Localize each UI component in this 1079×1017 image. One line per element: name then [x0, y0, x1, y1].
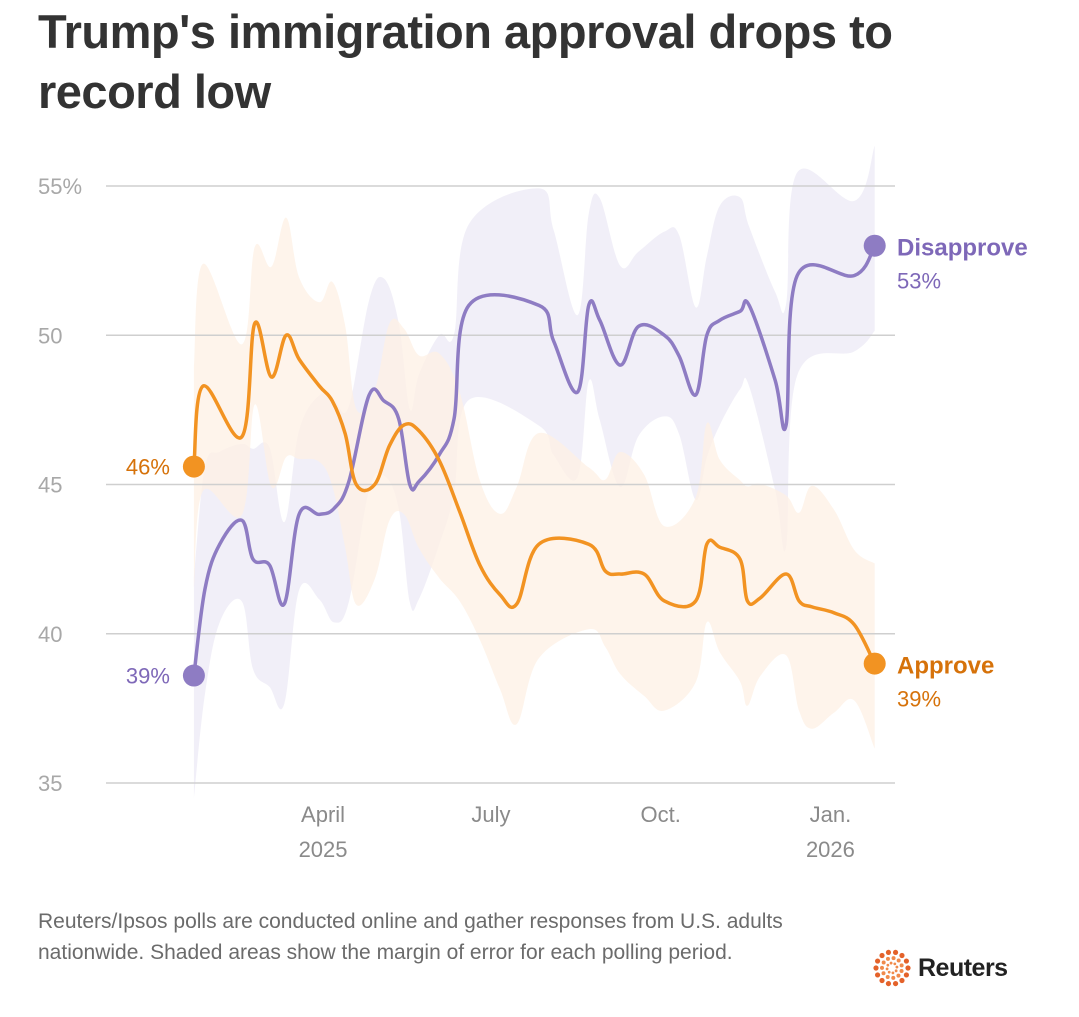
logo-dot — [893, 962, 897, 966]
disapprove-start-point — [182, 664, 205, 687]
logo-dot — [881, 971, 886, 976]
logo-dot — [891, 975, 896, 980]
logo-dot — [885, 967, 889, 971]
logo-dot — [885, 956, 890, 961]
logo-dot — [905, 965, 911, 971]
logo-dot — [873, 965, 879, 971]
y-tick-label: 50 — [38, 323, 62, 348]
series-labels: 39% Disapprove 53% 46% Approve 39% — [126, 235, 1028, 712]
logo-text: Reuters — [918, 953, 1008, 982]
logo-dot — [885, 980, 892, 987]
reuters-dots-icon — [873, 949, 911, 987]
logo-dot — [879, 977, 885, 984]
approve-line — [192, 320, 877, 665]
x-axis-ticks: April 2025 July Oct. Jan. 2026 — [299, 802, 855, 862]
reuters-logo: Reuters — [872, 948, 1008, 988]
logo-dot — [894, 969, 898, 973]
disapprove-margin-band — [193, 145, 875, 798]
logo-dot — [887, 970, 891, 974]
approve-series-name: Approve — [897, 653, 994, 680]
logo-dot — [879, 952, 885, 959]
logo-dot — [895, 965, 899, 969]
logo-dot — [880, 965, 885, 970]
disapprove-line — [192, 244, 877, 676]
logo-dot — [886, 963, 890, 967]
y-tick-label: 55% — [38, 174, 82, 199]
disapprove-series-name: Disapprove — [897, 235, 1028, 262]
x-tick-label: Jan. — [810, 802, 852, 827]
y-tick-label: 35 — [38, 771, 62, 796]
logo-dot — [885, 975, 890, 980]
logo-dot — [891, 956, 896, 961]
logo-dot — [874, 972, 881, 978]
disapprove-end-point — [863, 234, 886, 257]
logo-dot — [891, 971, 895, 975]
approve-start-label: 46% — [126, 455, 170, 480]
y-tick-label: 45 — [38, 473, 62, 498]
x-tick-label: July — [471, 802, 510, 827]
y-axis-ticks: 55% 50 45 40 35 — [38, 174, 82, 796]
approve-end-point — [863, 652, 886, 675]
logo-dot — [892, 980, 899, 987]
footnote: Reuters/Ipsos polls are conducted online… — [38, 910, 783, 964]
y-tick-label: 40 — [38, 622, 62, 647]
logo-dot — [881, 960, 886, 965]
x-tick-label: April — [301, 802, 345, 827]
disapprove-end-label: 53% — [897, 269, 941, 294]
margin-bands — [193, 145, 875, 798]
logo-dot — [885, 949, 892, 956]
logo-dot — [899, 977, 905, 984]
logo-dot — [903, 958, 910, 964]
series-lines — [182, 234, 886, 687]
logo-dot — [899, 963, 904, 968]
gridlines — [106, 185, 895, 784]
approve-end-label: 39% — [897, 687, 941, 712]
x-tick-year-label: 2026 — [806, 837, 855, 862]
chart-title: Trump's immigration approval drops to re… — [38, 5, 893, 118]
logo-dot — [874, 958, 881, 964]
x-tick-year-label: 2025 — [299, 837, 348, 862]
x-tick-label: Oct. — [641, 802, 681, 827]
logo-dot — [899, 968, 904, 973]
logo-dot — [896, 973, 901, 978]
disapprove-start-label: 39% — [126, 664, 170, 689]
approve-margin-band — [193, 217, 875, 749]
logo-dot — [896, 958, 901, 963]
logo-dot — [889, 961, 893, 965]
logo-dot — [892, 949, 899, 956]
logo-dot — [899, 952, 905, 959]
approve-start-point — [182, 455, 205, 478]
logo-dot — [903, 972, 910, 978]
